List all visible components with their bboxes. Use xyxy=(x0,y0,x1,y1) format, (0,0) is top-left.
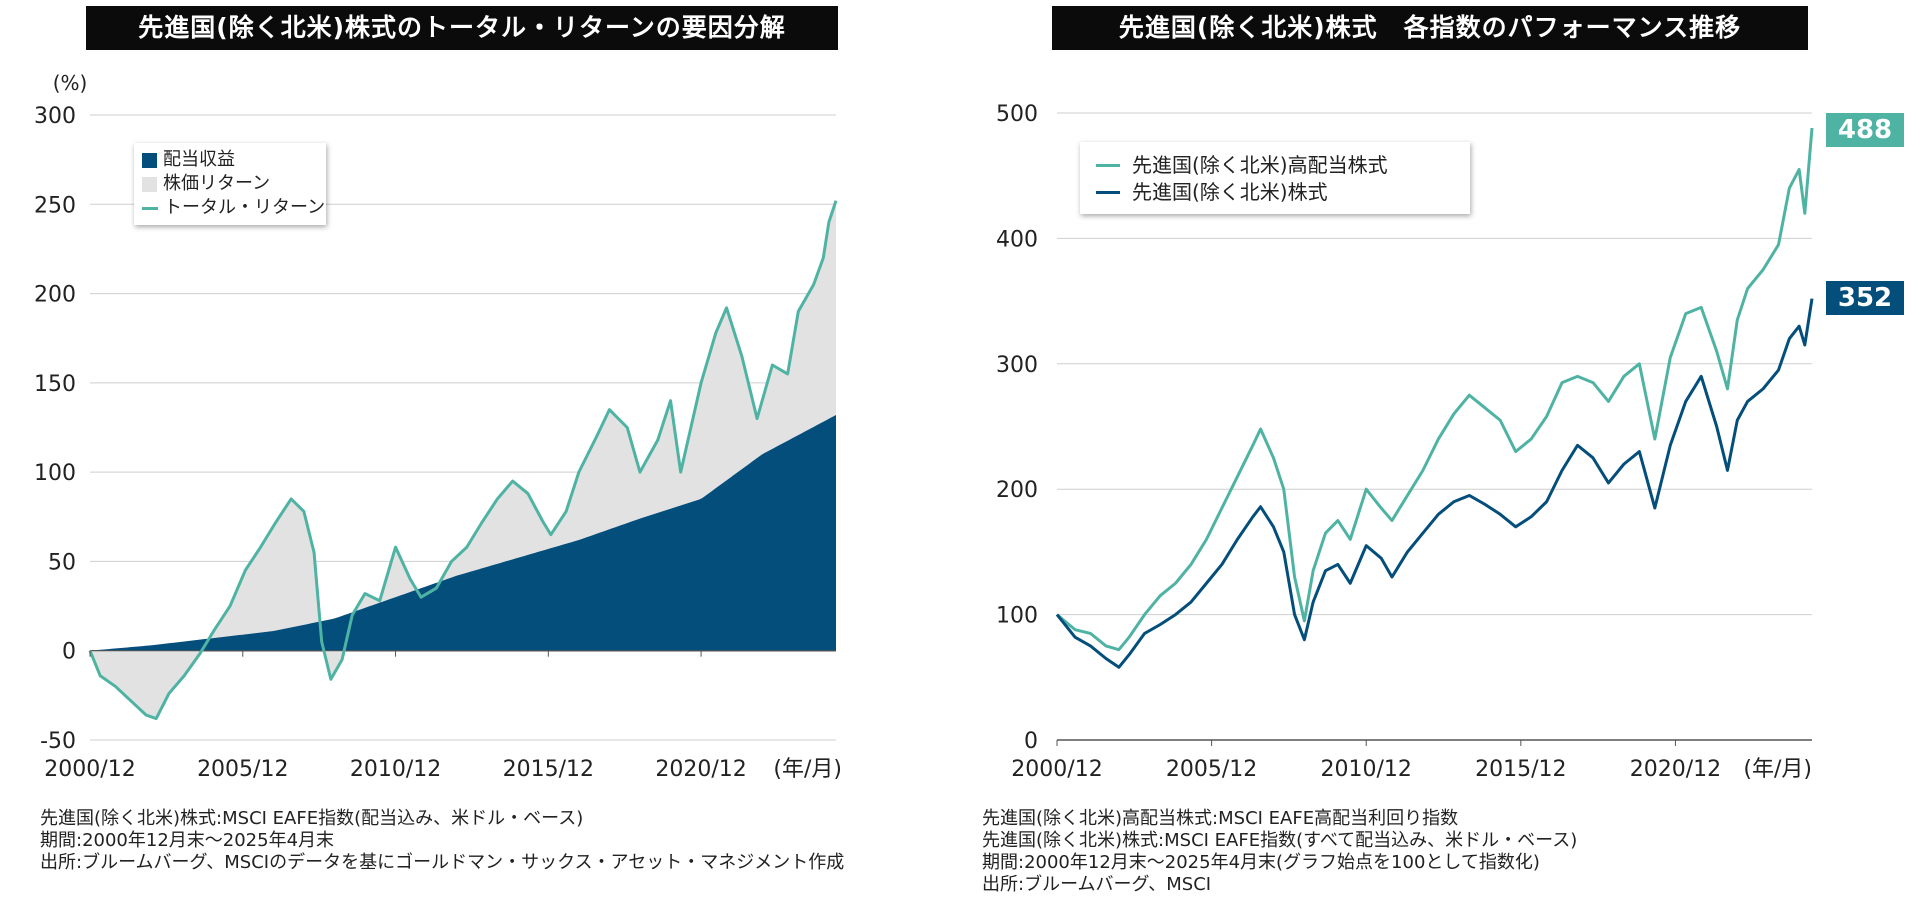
legend-swatch-dividend xyxy=(142,152,157,168)
y-tick-label-left: 300 xyxy=(34,104,76,129)
legend-item-dividend: 配当収益 xyxy=(142,148,318,172)
left-chart-notes: 先進国(除く北米)株式:MSCI EAFE指数(配当込み、米ドル・ベース) 期間… xyxy=(40,808,844,874)
total-return-line xyxy=(88,200,838,721)
y-tick-label-right: 0 xyxy=(1024,729,1038,754)
x-tick-label-left: 2020/12 xyxy=(655,757,746,782)
y-tick-label-left: 0 xyxy=(62,640,76,665)
x-tick-label-right: 2000/12 xyxy=(1011,757,1102,782)
left-note-line: 期間:2000年12月末〜2025年4月末 xyxy=(40,830,335,851)
legend-swatch-high-div xyxy=(1096,164,1120,167)
end-label-high-div: 488 xyxy=(1826,113,1904,147)
x-tick-label-left: 2015/12 xyxy=(503,757,594,782)
right-note-line: 先進国(除く北米)高配当株式:MSCI EAFE高配当利回り指数 xyxy=(982,808,1459,829)
y-tick-label-left: 250 xyxy=(34,193,76,218)
x-tick-label-right: 2020/12 xyxy=(1630,757,1721,782)
y-tick-label-left: 200 xyxy=(34,283,76,308)
y-tick-label-right: 300 xyxy=(996,353,1038,378)
y-tick-label-left: 50 xyxy=(48,550,76,575)
legend-swatch-equity xyxy=(1096,191,1120,194)
legend-label-total: トータル・リターン xyxy=(164,197,326,218)
x-tick-label-right: 2010/12 xyxy=(1321,757,1412,782)
x-tick-label-left: 2010/12 xyxy=(350,757,441,782)
price-return-area xyxy=(90,200,836,719)
y-tick-label-left: 100 xyxy=(34,461,76,486)
legend-label-price: 株価リターン xyxy=(163,173,271,194)
x-tick-label-right: 2015/12 xyxy=(1475,757,1566,782)
right-chart-title: 先進国(除く北米)株式 各指数のパフォーマンス推移 xyxy=(1052,6,1808,50)
x-unit-label-right: (年/月) xyxy=(1743,757,1812,782)
left-note-line: 出所:ブルームバーグ、MSCIのデータを基にゴールドマン・サックス・アセット・マ… xyxy=(40,852,845,873)
y-tick-label-left: -50 xyxy=(40,729,76,754)
legend-label-equity: 先進国(除く北米)株式 xyxy=(1132,180,1328,204)
x-tick-label-left: 2005/12 xyxy=(197,757,288,782)
right-note-line: 先進国(除く北米)株式:MSCI EAFE指数(すべて配当込み、米ドル・ベース) xyxy=(982,830,1578,851)
end-label-equity: 352 xyxy=(1826,281,1904,315)
y-tick-label-right: 200 xyxy=(996,478,1038,503)
high-dividend-line xyxy=(1056,127,1814,652)
legend-item-high-div: 先進国(除く北米)高配当株式 xyxy=(1096,152,1454,179)
equity-line xyxy=(1055,298,1814,669)
x-unit-label-left: (年/月) xyxy=(773,757,842,782)
legend-label-high-div: 先進国(除く北米)高配当株式 xyxy=(1132,153,1388,177)
legend-item-equity: 先進国(除く北米)株式 xyxy=(1096,179,1454,206)
y-tick-label-right: 100 xyxy=(996,604,1038,629)
y-tick-label-right: 400 xyxy=(996,227,1038,252)
legend-swatch-total xyxy=(142,206,158,210)
x-tick-label-right: 2005/12 xyxy=(1166,757,1257,782)
y-tick-label-right: 500 xyxy=(996,102,1038,127)
legend-label-dividend: 配当収益 xyxy=(163,149,235,170)
right-chart-notes: 先進国(除く北米)高配当株式:MSCI EAFE高配当利回り指数 先進国(除く北… xyxy=(982,808,1577,896)
dividend-area xyxy=(90,415,836,651)
right-chart-legend: 先進国(除く北米)高配当株式 先進国(除く北米)株式 xyxy=(1080,142,1470,214)
y-unit-label-left: (%) xyxy=(53,71,88,95)
legend-swatch-price xyxy=(142,176,157,192)
x-tick-label-left: 2000/12 xyxy=(44,757,135,782)
right-note-line: 期間:2000年12月末〜2025年4月末(グラフ始点を100として指数化) xyxy=(982,852,1540,873)
left-note-line: 先進国(除く北米)株式:MSCI EAFE指数(配当込み、米ドル・ベース) xyxy=(40,808,584,829)
legend-item-price: 株価リターン xyxy=(142,172,318,196)
left-chart-legend: 配当収益 株価リターン トータル・リターン xyxy=(134,143,326,225)
left-chart-title: 先進国(除く北米)株式のトータル・リターンの要因分解 xyxy=(86,6,838,50)
y-tick-label-left: 150 xyxy=(34,372,76,397)
legend-item-total: トータル・リターン xyxy=(142,196,325,220)
right-note-line: 出所:ブルームバーグ、MSCI xyxy=(982,874,1212,895)
